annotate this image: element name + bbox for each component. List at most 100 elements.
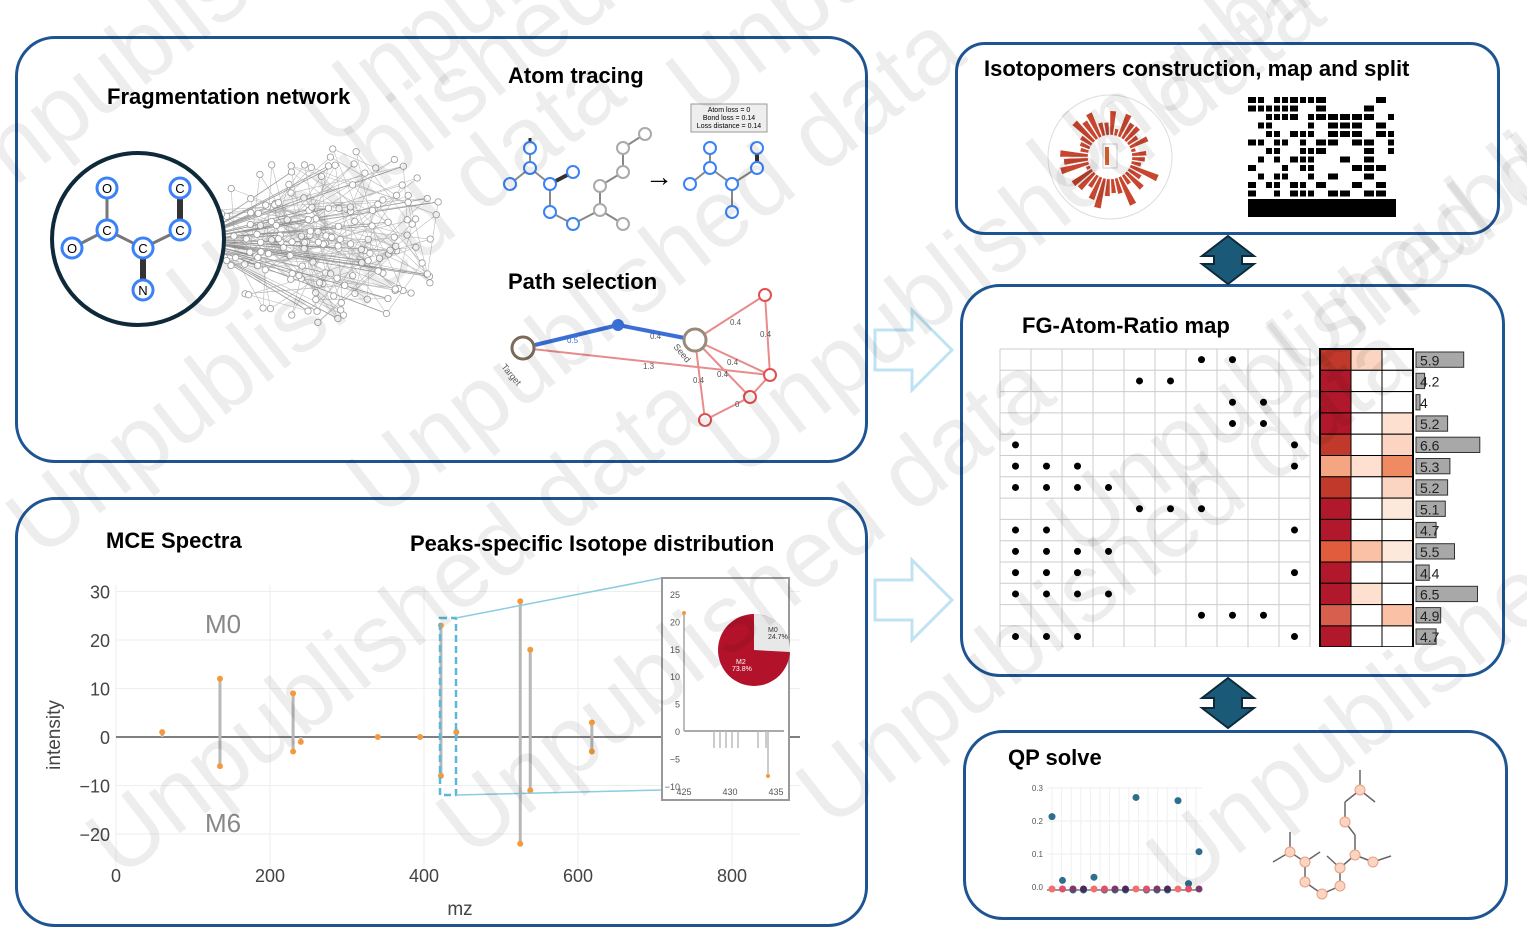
svg-text:C: C: [175, 181, 184, 196]
fg-dot: [1260, 611, 1267, 619]
heat-cell: [1319, 582, 1352, 606]
double-arrow-bottom: [1199, 676, 1257, 730]
heat-cell: [1381, 497, 1414, 520]
mce-ytick: 20: [90, 631, 110, 651]
ratio-value: 6.5: [1420, 587, 1440, 603]
fg-dot: [1198, 505, 1205, 513]
heat-cell: [1319, 455, 1352, 478]
svg-text:N: N: [138, 283, 147, 298]
pie-label: M0: [768, 627, 778, 634]
svg-text:O: O: [102, 181, 112, 196]
fg-dot: [1229, 398, 1236, 406]
edge-label: 0.4: [693, 376, 705, 385]
target-node: [510, 335, 536, 361]
mce-ylabel: intensity: [44, 700, 65, 770]
edge-label: 0.4: [717, 370, 729, 379]
peaks-title: Peaks-specific Isotope distribution: [410, 531, 775, 556]
heat-cell: [1350, 497, 1383, 520]
fg-dot: [1074, 547, 1081, 555]
molecule-atoms: O C C O C C N: [60, 176, 192, 302]
inset-xtick: 425: [676, 787, 691, 797]
atom-node: C: [95, 218, 119, 242]
heat-cell: [1381, 625, 1414, 647]
heat-cell: [1381, 391, 1414, 414]
ratio-bar: [1415, 394, 1421, 411]
svg-text:O: O: [67, 241, 77, 256]
pie-label: M2: [736, 659, 746, 666]
inset-ytick: −5: [670, 754, 680, 764]
ratio-bar: [1415, 607, 1442, 624]
fg-dot: [1043, 633, 1050, 641]
heat-cell: [1381, 348, 1414, 371]
heat-cell: [1350, 561, 1383, 584]
heat-cell: [1350, 348, 1383, 371]
fg-dot: [1012, 441, 1019, 449]
ratio-value: 6.6: [1420, 438, 1440, 454]
flow-arrow-up: [873, 306, 955, 394]
fg-dot: [1198, 611, 1205, 619]
fg-dot: [1074, 483, 1081, 491]
heat-cell: [1350, 455, 1383, 478]
pie-label: 24.7%: [768, 634, 788, 641]
heat-cell: [1350, 433, 1383, 456]
atom-tracing-figure: → Atom loss = 0 Bond loss = 0.14 Loss di…: [503, 103, 768, 231]
fg-dot: [1291, 526, 1298, 534]
ratio-bar: [1415, 415, 1449, 432]
path-selection-title: Path selection: [508, 269, 658, 294]
ratio-bar: [1415, 458, 1451, 475]
fg-dot: [1012, 462, 1019, 470]
loss-distance-label: Loss distance = 0.14: [697, 123, 762, 130]
m6-label: M6: [205, 808, 241, 838]
ratio-value: 4.7: [1420, 629, 1440, 645]
qp-molecule: [1272, 770, 1392, 900]
fg-dot: [1291, 633, 1298, 641]
heat-cell: [1350, 604, 1383, 627]
heat-cell: [1319, 625, 1352, 647]
fg-atom-ratio-map: 5.9 4.2 4 5.2 6.6 5.3 5.2 5.1 4.7 5.5 4.4 6.5 4.9 4.7: [999, 348, 1481, 647]
mce-xlabel: mz: [447, 899, 472, 920]
atom-node: C: [168, 218, 192, 242]
ratio-value: 4: [1420, 395, 1428, 411]
fg-dot: [1043, 590, 1050, 598]
atom-loss-label: Atom loss = 0: [708, 107, 751, 114]
mce-xtick: 600: [563, 866, 593, 886]
inset-ytick: 0: [675, 727, 680, 737]
ratio-value: 4.4: [1420, 565, 1440, 581]
bond-loss-label: Bond loss = 0.14: [703, 115, 755, 122]
isotopomers-panel: [955, 42, 1500, 235]
pie-label: 73.8%: [732, 666, 752, 673]
heat-cell: [1319, 561, 1352, 584]
heat-cell: [1381, 433, 1414, 456]
radial-bars: [1059, 110, 1160, 210]
inset-xtick: 430: [722, 787, 737, 797]
fg-dot: [1012, 569, 1019, 577]
inset-ytick: 5: [675, 700, 680, 710]
ratio-bar: [1415, 479, 1449, 496]
heat-cell: [1350, 391, 1383, 414]
edge-label: 0.4: [760, 330, 772, 339]
ratio-bar: [1415, 585, 1478, 603]
fg-dot: [1043, 483, 1050, 491]
heat-cell: [1319, 369, 1352, 393]
heat-cell: [1381, 518, 1414, 542]
heat-cell: [1350, 369, 1383, 393]
atom-node: O: [60, 236, 84, 260]
heat-cell: [1381, 412, 1414, 435]
fg-dot: [1043, 569, 1050, 577]
target-label: Target: [499, 362, 523, 388]
double-arrow-top: [1199, 234, 1257, 286]
fg-dot: [1260, 420, 1267, 428]
heat-cell: [1381, 561, 1414, 584]
loss-legend-box: [690, 103, 768, 133]
inset-ytick: 20: [670, 617, 680, 627]
ratio-bar: [1415, 351, 1465, 368]
heat-cell: [1381, 369, 1414, 393]
heat-cell: [1319, 518, 1352, 542]
mce-ytick: −20: [79, 825, 110, 845]
ratio-bar: [1415, 521, 1437, 539]
qp-ytick: 0.0: [1032, 883, 1044, 892]
isotopomer-circular-chart: [1047, 94, 1173, 220]
ratio-bar: [1415, 372, 1426, 390]
fg-dot: [1136, 377, 1143, 385]
